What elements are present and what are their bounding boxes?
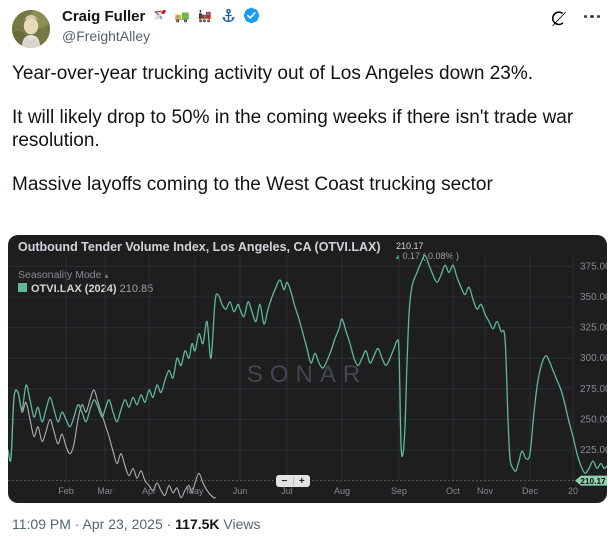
svg-text:275.00: 275.00 <box>580 384 607 395</box>
svg-text:May: May <box>186 486 204 496</box>
svg-text:20: 20 <box>568 486 578 496</box>
svg-text:225.00: 225.00 <box>580 445 607 456</box>
svg-text:SONAR: SONAR <box>247 361 367 388</box>
svg-text:Apr: Apr <box>142 486 156 496</box>
svg-text:Nov: Nov <box>477 486 494 496</box>
svg-text:Feb: Feb <box>58 486 74 496</box>
svg-text:Jul: Jul <box>281 486 293 496</box>
svg-text:375.00: 375.00 <box>580 262 607 273</box>
svg-text:Dec: Dec <box>522 486 539 496</box>
svg-text:Sep: Sep <box>391 486 407 496</box>
svg-text:350.00: 350.00 <box>580 292 607 303</box>
svg-text:300.00: 300.00 <box>580 353 607 364</box>
svg-text:325.00: 325.00 <box>580 323 607 334</box>
svg-text:250.00: 250.00 <box>580 414 607 425</box>
svg-text:Mar: Mar <box>97 486 113 496</box>
svg-text:Jun: Jun <box>233 486 248 496</box>
svg-text:210.17: 210.17 <box>580 476 606 486</box>
svg-text:Aug: Aug <box>334 486 350 496</box>
svg-text:Oct: Oct <box>446 486 461 496</box>
